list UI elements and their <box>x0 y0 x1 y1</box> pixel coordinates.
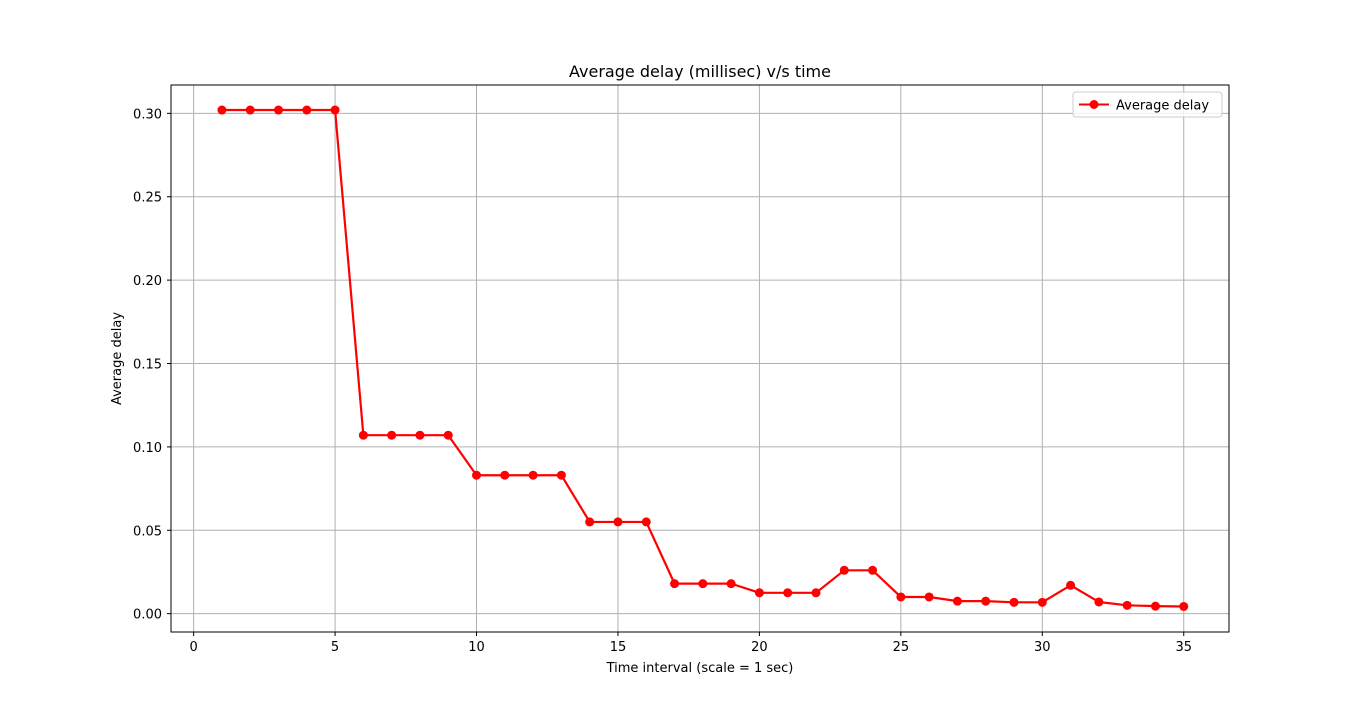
data-point <box>1150 601 1160 611</box>
axis-ticks: 0 5 10 15 20 25 30 35 0.00 0.05 0.10 0.15 0.20 0.25 0.… <box>133 107 1192 655</box>
y-tick-label: 0.20 <box>133 274 162 289</box>
data-point <box>641 517 651 527</box>
x-tick-label: 30 <box>1034 640 1051 655</box>
x-tick-label: 15 <box>610 640 627 655</box>
y-tick-label: 0.00 <box>133 608 162 623</box>
y-tick-label: 0.30 <box>133 107 162 122</box>
data-point <box>358 430 368 440</box>
legend-entry-label: Average delay <box>1116 99 1209 114</box>
x-tick-label: 0 <box>189 640 197 655</box>
y-tick-label: 0.25 <box>133 191 162 206</box>
x-tick-label: 35 <box>1175 640 1192 655</box>
data-point <box>726 579 736 589</box>
chart-title: Average delay (millisec) v/s time <box>569 62 831 81</box>
series-line <box>221 108 1184 608</box>
data-point <box>415 430 425 440</box>
data-point <box>839 565 849 575</box>
data-point <box>1009 597 1019 607</box>
data-point <box>783 588 793 598</box>
data-point <box>273 105 283 115</box>
data-point <box>670 579 680 589</box>
data-point <box>952 596 962 606</box>
data-point <box>443 430 453 440</box>
series-layer <box>217 105 1189 611</box>
data-point <box>1094 597 1104 607</box>
data-point <box>1037 597 1047 607</box>
data-point <box>387 430 397 440</box>
data-point <box>217 105 227 115</box>
data-point <box>924 592 934 602</box>
data-point <box>1066 580 1076 590</box>
data-point <box>1179 601 1189 611</box>
x-tick-label: 20 <box>751 640 768 655</box>
data-point <box>981 596 991 606</box>
y-axis-label: Average delay <box>110 312 125 405</box>
y-tick-label: 0.15 <box>133 358 162 373</box>
data-point <box>500 470 510 480</box>
data-point <box>613 517 623 527</box>
x-tick-label: 10 <box>468 640 485 655</box>
data-point <box>556 470 566 480</box>
x-axis-label: Time interval (scale = 1 sec) <box>606 661 794 676</box>
data-point <box>330 105 340 115</box>
data-point <box>698 579 708 589</box>
data-point <box>1122 600 1132 610</box>
y-tick-label: 0.05 <box>133 524 162 539</box>
grid <box>171 85 1229 632</box>
data-point <box>302 105 312 115</box>
legend-marker-icon <box>1089 100 1099 109</box>
plot-area <box>170 84 1230 633</box>
data-point <box>528 470 538 480</box>
data-point <box>896 592 906 602</box>
y-tick-label: 0.10 <box>133 441 162 456</box>
legend-box <box>1072 91 1223 118</box>
x-tick-label: 25 <box>893 640 910 655</box>
data-point <box>472 470 482 480</box>
x-tick-label: 5 <box>331 640 339 655</box>
data-point <box>585 517 595 527</box>
data-point <box>868 565 878 575</box>
legend: Average delay <box>1072 91 1223 118</box>
data-point <box>245 105 255 115</box>
data-point <box>811 588 821 598</box>
data-point <box>754 588 764 598</box>
